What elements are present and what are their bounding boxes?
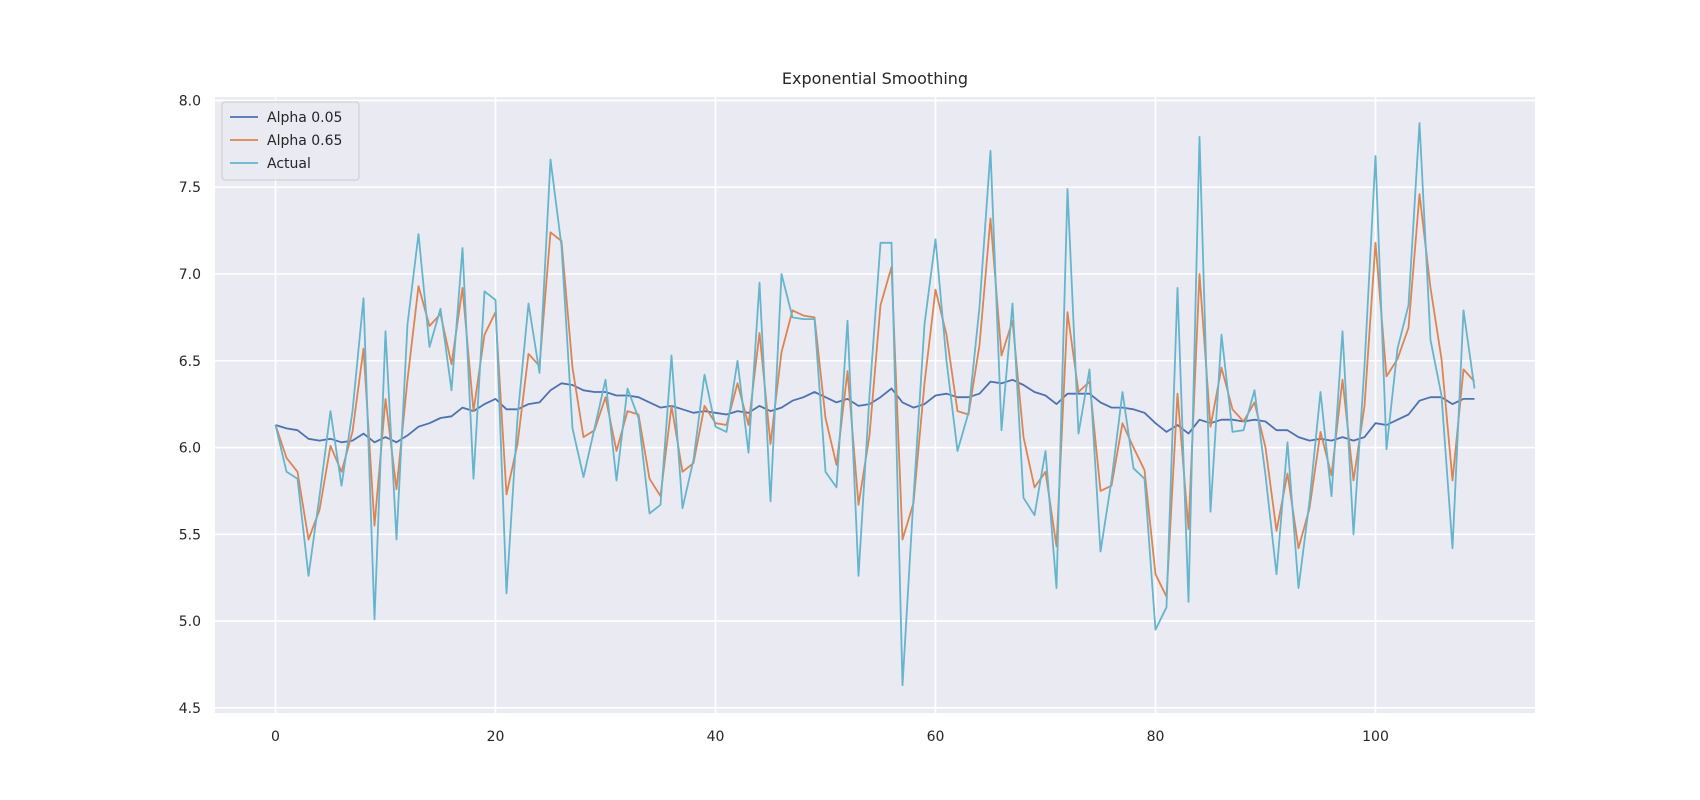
x-tick-label: 60 bbox=[927, 729, 945, 745]
x-tick-label: 80 bbox=[1147, 729, 1165, 745]
x-tick-label: 40 bbox=[707, 729, 725, 745]
legend-label: Actual bbox=[267, 156, 311, 172]
y-tick-label: 7.0 bbox=[179, 267, 201, 283]
y-tick-label: 6.5 bbox=[179, 354, 201, 370]
series-line-alpha-0-65 bbox=[274, 193, 1476, 598]
legend-box bbox=[221, 101, 360, 181]
y-tick-label: 4.5 bbox=[179, 701, 201, 717]
plot-area bbox=[215, 97, 1535, 713]
legend: Alpha 0.05 Alpha 0.65 Actual bbox=[221, 101, 360, 181]
legend-label: Alpha 0.05 bbox=[267, 110, 342, 126]
series-lines bbox=[274, 122, 1476, 687]
x-tick-label: 20 bbox=[487, 729, 505, 745]
series-line-alpha-0-05 bbox=[275, 378, 1475, 444]
y-tick-label: 5.5 bbox=[179, 527, 201, 543]
y-tick-label: 8.0 bbox=[179, 93, 201, 109]
axis-ticks: 0 20 40 60 80 100 4.5 5.0 5.5 6.0 6.5 7.0 7.5 8.0 bbox=[179, 93, 1389, 745]
y-tick-label: 7.5 bbox=[179, 180, 201, 196]
y-tick-label: 6.0 bbox=[179, 441, 201, 457]
x-tick-label: 100 bbox=[1362, 729, 1389, 745]
chart-title: Exponential Smoothing bbox=[782, 69, 968, 88]
x-tick-label: 0 bbox=[271, 729, 280, 745]
legend-label: Alpha 0.65 bbox=[267, 133, 342, 149]
series-line-actual bbox=[274, 122, 1476, 687]
y-tick-label: 5.0 bbox=[179, 614, 201, 630]
